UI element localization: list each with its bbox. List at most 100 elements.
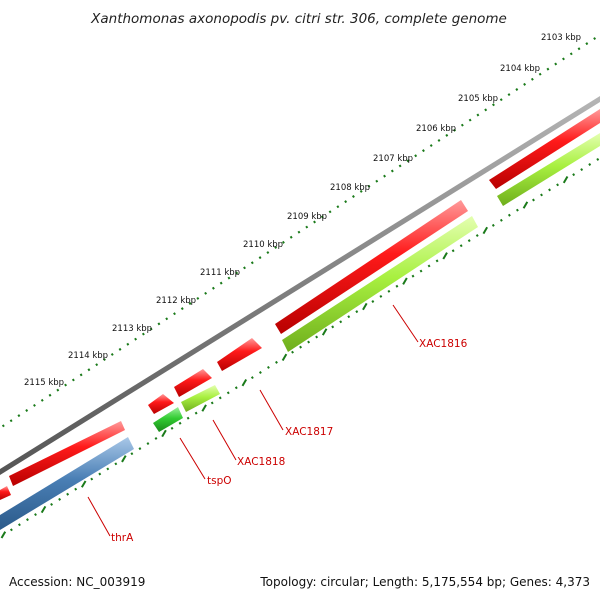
scale-dot <box>532 198 535 202</box>
scale-dot <box>414 154 418 158</box>
scale-dots <box>1 37 600 532</box>
scale-dot <box>17 414 21 418</box>
scale-tick <box>281 353 288 361</box>
cds-xac1816-forward[interactable] <box>275 200 468 334</box>
scale-dot <box>9 419 13 423</box>
scale-dot <box>492 103 495 107</box>
scale-dot <box>515 208 519 212</box>
scale-dot <box>554 62 558 66</box>
scale-label: 2111 kbp <box>200 268 240 278</box>
scale-dot <box>243 266 246 270</box>
scale-dot <box>98 472 102 476</box>
scale-dot <box>219 281 223 285</box>
scale-dot <box>305 225 309 229</box>
scale-dot <box>266 251 270 255</box>
scale-dot <box>562 57 565 61</box>
scale-dot <box>429 144 433 148</box>
scale-dot <box>588 163 592 166</box>
scale-dot <box>130 452 134 456</box>
cds-xac1817-forward[interactable] <box>217 338 262 371</box>
scale-dot <box>395 284 399 288</box>
scale-dot <box>328 210 332 214</box>
scale-dot <box>194 411 198 415</box>
cds-right-reverse[interactable] <box>497 133 600 206</box>
scale-dot <box>211 286 215 290</box>
scale-dot <box>186 416 190 420</box>
gene-label-xac1816[interactable]: XAC1816 <box>419 338 468 350</box>
scale-dot <box>33 403 36 407</box>
scale-tick <box>161 429 167 438</box>
scale-dot <box>572 173 576 177</box>
scale-dot <box>475 234 479 237</box>
scale-dot <box>188 302 192 305</box>
scale-dot <box>359 189 363 193</box>
scale-dot <box>40 398 44 402</box>
scale-dot <box>118 347 122 351</box>
scale-dot <box>548 188 551 192</box>
scale-dot <box>530 77 534 81</box>
scale-dot <box>387 289 391 293</box>
cds-right-forward[interactable] <box>489 109 600 189</box>
scale-tick <box>362 302 368 311</box>
cds-xac1818-reverse[interactable] <box>181 385 220 412</box>
scale-tick <box>80 480 87 488</box>
scale-dot <box>178 421 182 425</box>
scale-dot <box>445 133 449 137</box>
scale-label: 2113 kbp <box>112 324 152 334</box>
scale-dot <box>435 259 439 263</box>
scale-tick <box>402 277 408 285</box>
scale-dot <box>9 528 13 532</box>
scale-dot <box>87 368 91 372</box>
cds-thrA-forward[interactable] <box>9 421 125 486</box>
scale-dot <box>390 169 394 173</box>
cds-tspO-forward[interactable] <box>148 394 174 414</box>
cds-thrA-reverse[interactable] <box>0 437 134 530</box>
scale-dot <box>347 315 351 319</box>
scale-dot <box>141 332 145 336</box>
scale-dot <box>371 300 375 303</box>
cds-xac1818-forward[interactable] <box>174 369 212 397</box>
scale-dot <box>453 128 457 132</box>
scale-dot <box>126 342 130 346</box>
scale-tick <box>201 404 207 412</box>
scale-tick <box>321 328 328 336</box>
scale-dot <box>103 358 106 362</box>
cds-xac1816-reverse[interactable] <box>282 216 478 352</box>
gene-label-tspO[interactable]: tspO <box>207 475 232 487</box>
scale-label: 2108 kbp <box>330 183 370 193</box>
scale-dot <box>468 118 472 122</box>
scale-dot <box>546 67 550 71</box>
scale-dot <box>258 371 262 374</box>
scale-dot <box>234 386 238 390</box>
scale-dot <box>196 296 200 300</box>
scale-dot <box>437 138 441 142</box>
scale-dot <box>307 340 311 344</box>
gene-label-xac1817[interactable]: XAC1817 <box>285 426 333 438</box>
scale-dot <box>523 82 527 86</box>
scale-dot <box>149 327 153 331</box>
cds-tspO-reverse[interactable] <box>153 407 183 432</box>
scale-dot <box>26 518 29 522</box>
scale-dot <box>580 168 584 172</box>
scale-dot <box>375 179 379 183</box>
cds-partial-left[interactable] <box>0 486 11 500</box>
scale-dot <box>157 322 161 326</box>
scale-label: 2114 kbp <box>68 351 108 361</box>
scale-dot <box>64 383 68 387</box>
scale-dot <box>538 72 542 76</box>
scale-tick <box>442 252 448 260</box>
scale-label: 2109 kbp <box>287 212 327 222</box>
scale-dot <box>499 218 503 222</box>
scale-tick <box>0 531 7 539</box>
gene-label-xac1818[interactable]: XAC1818 <box>237 456 285 468</box>
gene-label-thrA[interactable]: thrA <box>111 532 134 544</box>
scale-dot <box>266 365 270 369</box>
scale-dot <box>320 215 324 219</box>
scale-dot <box>71 378 75 382</box>
scale-dot <box>210 401 214 405</box>
scale-dot <box>315 335 319 339</box>
scale-dot <box>48 393 52 397</box>
scale-dot <box>1 424 5 428</box>
scale-dot <box>491 223 495 227</box>
scale-dot <box>297 230 301 234</box>
